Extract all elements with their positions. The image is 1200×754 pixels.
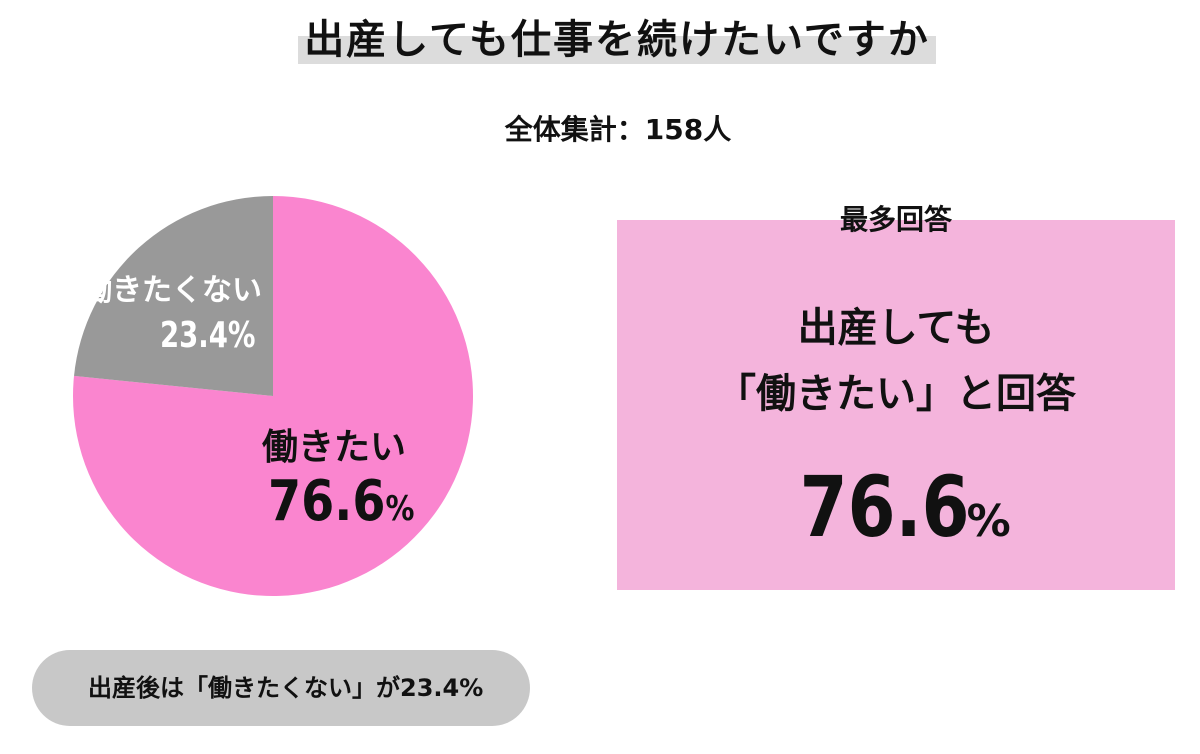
slice-label-percent-yes-value: 76.6 (268, 469, 386, 534)
title-underline-band (298, 36, 936, 64)
footnote-text: 出産後は「働きたくない」が23.4% (88, 674, 484, 702)
slice-label-percent-yes: 76.6% (268, 474, 414, 530)
highlight-box: 出産しても 「働きたい」と回答 76.6% (617, 220, 1175, 590)
slice-label-percent-yes-unit: % (385, 489, 415, 529)
pie-svg (73, 196, 473, 596)
chart-title: 出産しても仕事を続けたいですか (304, 17, 930, 63)
highlight-line2: 「働きたい」と回答 (716, 371, 1076, 417)
highlight-line1: 出産しても (797, 305, 995, 351)
slice-label-name-no: 働きたくない (82, 273, 262, 308)
highlight-percent-unit: % (966, 496, 1011, 547)
slice-label-percent-no: 23.4% (160, 315, 256, 356)
chart-subtitle: 全体集計：158人 (504, 113, 732, 146)
highlight-label: 最多回答 (839, 203, 952, 236)
pie-chart (72, 195, 474, 597)
footnote-pill: 出産後は「働きたくない」が23.4% (32, 650, 530, 726)
highlight-percent-value: 76.6 (799, 458, 970, 556)
highlight-percent: 76.6% (617, 462, 1175, 567)
slice-label-name-yes: 働きたい (262, 427, 407, 468)
pie-slice-1 (74, 196, 273, 396)
